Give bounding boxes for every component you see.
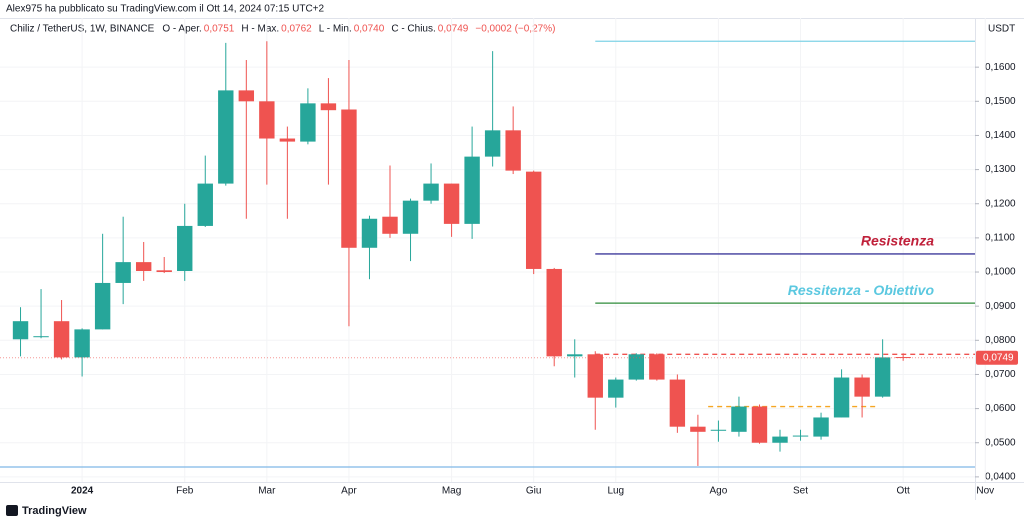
y-tick-label: 0,1100: [985, 233, 1015, 244]
legend-label: H - Max.: [241, 24, 279, 35]
candle-body: [608, 379, 624, 398]
legend-label: O - Aper.: [162, 24, 201, 35]
brand-logo: [6, 505, 18, 516]
x-tick-label: Nov: [976, 486, 994, 497]
last-price-label: 0,0749: [983, 352, 1014, 363]
annotation: Resistenza: [861, 233, 934, 249]
candle-body: [320, 103, 337, 111]
candle-body: [772, 436, 788, 443]
candle-body: [238, 90, 255, 102]
x-tick-label: Set: [793, 486, 808, 497]
candle-body: [833, 377, 850, 418]
candle-body: [628, 354, 645, 380]
brand: TradingView: [22, 505, 87, 517]
y-tick-label: 0,1400: [985, 130, 1016, 141]
candle-body: [587, 354, 603, 398]
candle-body: [177, 225, 193, 271]
y-tick-label: 0,1600: [985, 62, 1016, 73]
x-tick-label: Feb: [176, 486, 194, 497]
currency: USDT: [988, 24, 1015, 35]
candle-body: [874, 357, 891, 397]
candle-body: [12, 321, 29, 340]
y-tick-label: 0,1500: [985, 96, 1016, 107]
candle-body: [525, 171, 542, 269]
y-tick-label: 0,0500: [985, 437, 1016, 448]
candle-body: [751, 406, 768, 443]
candle-body: [33, 336, 49, 338]
legend-value: 0,0762: [281, 24, 312, 35]
candle-body: [443, 183, 460, 224]
candle-body: [259, 101, 275, 139]
candle-body: [279, 138, 296, 142]
annotation: Ressitenza - Obiettivo: [788, 282, 935, 298]
change: −0,0002 (−0,27%): [475, 24, 555, 35]
y-tick-label: 0,0600: [985, 403, 1016, 414]
x-tick-label: Mar: [258, 486, 276, 497]
x-tick-label: Lug: [607, 486, 624, 497]
candle-body: [731, 406, 747, 432]
candle-body: [854, 377, 870, 397]
candle-body: [74, 329, 90, 358]
candle-body: [382, 216, 398, 234]
candle-body: [53, 321, 70, 358]
published-note: Alex975 ha pubblicato su TradingView.com…: [6, 4, 325, 15]
candle-body: [813, 417, 829, 437]
candle-body: [361, 218, 378, 248]
y-tick-label: 0,0900: [985, 301, 1016, 312]
candle-body: [218, 90, 234, 184]
legend-value: 0,0749: [438, 24, 469, 35]
x-tick-label: 2024: [71, 486, 94, 497]
x-tick-label: Apr: [341, 486, 357, 497]
x-tick-label: Mag: [442, 486, 461, 497]
candle-body: [94, 282, 111, 330]
legend-label: L - Min.: [319, 24, 352, 35]
y-tick-label: 0,1300: [985, 164, 1016, 175]
candle-body: [423, 183, 439, 201]
y-tick-label: 0,0400: [985, 472, 1016, 483]
x-tick-label: Ago: [710, 486, 728, 497]
candle-body: [115, 262, 131, 283]
candle-body: [197, 183, 213, 226]
candle-body: [690, 426, 706, 432]
legend-value: 0,0740: [354, 24, 385, 35]
candle-body: [402, 200, 419, 234]
x-tick-label: Giu: [526, 486, 542, 497]
candle-body: [341, 109, 357, 248]
last-price-box: [976, 350, 1018, 365]
y-tick-label: 0,1200: [985, 198, 1016, 209]
y-tick-label: 0,1000: [985, 267, 1016, 278]
candle-body: [484, 130, 501, 157]
candle-body: [710, 429, 727, 431]
legend-value: 0,0751: [204, 24, 235, 35]
x-tick-label: Ott: [896, 486, 910, 497]
candle-body: [669, 379, 686, 427]
y-tick-label: 0,0800: [985, 335, 1016, 346]
candle-body: [300, 103, 316, 142]
candle-body: [567, 354, 583, 357]
candle-body: [792, 435, 809, 437]
candle-body: [546, 268, 562, 357]
candle-body: [156, 270, 172, 273]
legend-label: C - Chius.: [391, 24, 435, 35]
candle-body: [464, 156, 480, 224]
candle-body: [135, 262, 152, 271]
candle-body: [649, 354, 665, 380]
candle-body: [505, 130, 521, 171]
y-tick-label: 0,0700: [985, 369, 1016, 380]
